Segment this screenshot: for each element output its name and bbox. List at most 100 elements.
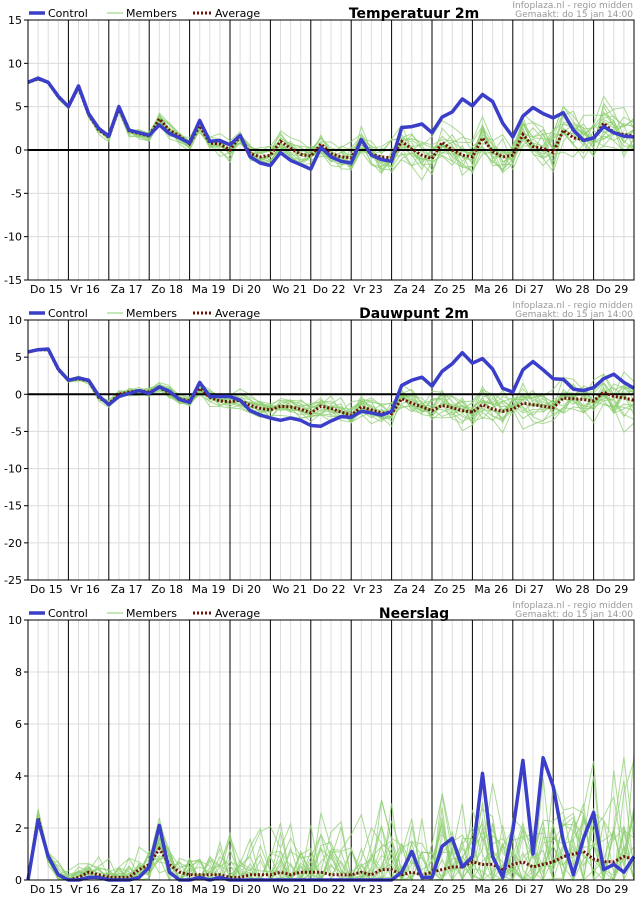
x-tick-label: Vr 16 (70, 883, 100, 896)
x-tick-label: Di 27 (515, 283, 544, 296)
y-tick-label: -15 (4, 274, 22, 287)
x-tick-label: Di 20 (232, 283, 261, 296)
y-tick-label: -20 (4, 537, 22, 550)
x-tick-label: Za 24 (394, 283, 426, 296)
x-tick-label: Ma 26 (474, 883, 508, 896)
legend-average-label: Average (215, 7, 260, 20)
x-tick-label: Ma 19 (192, 883, 226, 896)
chart-title: Dauwpunt 2m (359, 306, 469, 322)
x-tick-label: Za 17 (111, 883, 143, 896)
x-tick-label: Ma 26 (474, 283, 508, 296)
y-tick-label: -25 (4, 574, 22, 587)
y-tick-label: 15 (8, 14, 22, 27)
x-tick-label: Zo 25 (434, 583, 466, 596)
series-control-line (27, 76, 635, 171)
y-tick-label: 0 (15, 874, 22, 887)
legend-members-label: Members (126, 307, 177, 320)
legend-control-label: Control (48, 607, 88, 620)
made-text: Gemaakt: do 15 jan 14:00 (515, 610, 633, 620)
chart-dewpoint: 10 5 0 -5 -10 -15 -20 -25 Do 15 Vr 16 Za 17 Zo 18 Ma… (4, 301, 635, 596)
series-control-line (27, 347, 635, 428)
y-tick-label: 5 (15, 101, 22, 114)
y-tick-label: 5 (15, 351, 22, 364)
x-tick-label: Do 29 (596, 283, 629, 296)
chart-title: Temperatuur 2m (349, 6, 479, 22)
legend-average-label: Average (215, 607, 260, 620)
made-text: Gemaakt: do 15 jan 14:00 (515, 310, 633, 320)
legend-members-label: Members (126, 7, 177, 20)
x-tick-label: Za 24 (394, 883, 426, 896)
y-tick-label: -5 (11, 187, 22, 200)
x-tick-label: Di 20 (232, 883, 261, 896)
x-tick-label: Zo 25 (434, 283, 466, 296)
y-tick-label: 0 (15, 144, 22, 157)
x-tick-label: Do 29 (596, 883, 629, 896)
y-tick-label: 6 (15, 718, 22, 731)
x-tick-label: Zo 18 (151, 583, 183, 596)
y-tick-label: -10 (4, 463, 22, 476)
x-tick-label: Ma 19 (192, 283, 226, 296)
panel-temperature: 15 10 5 0 -5 -10 -15 Do 15 Vr 16 Za 17 Zo 18 Ma 19 D… (0, 0, 635, 300)
x-tick-label: Wo 21 (272, 583, 306, 596)
x-tick-label: Wo 21 (272, 283, 306, 296)
x-tick-label: Do 22 (313, 883, 346, 896)
y-tick-label: 0 (15, 388, 22, 401)
y-tick-label: 10 (8, 314, 22, 327)
legend-control-label: Control (48, 7, 88, 20)
panel-precipitation: 10 8 6 4 2 0 Do 15 Vr 16 Za 17 Zo 18 Ma 19 Di 20 Wo … (0, 600, 635, 900)
x-tick-label: Di 27 (515, 883, 544, 896)
x-tick-label: Di 27 (515, 583, 544, 596)
legend-members-label: Members (126, 607, 177, 620)
member-line (27, 348, 635, 434)
x-tick-label: Zo 18 (151, 883, 183, 896)
member-line (27, 757, 635, 882)
x-tick-label: Di 20 (232, 583, 261, 596)
y-tick-label: 8 (15, 666, 22, 679)
y-tick-label: 10 (8, 57, 22, 70)
y-tick-label: -5 (11, 425, 22, 438)
panel-dewpoint: 10 5 0 -5 -10 -15 -20 -25 Do 15 Vr 16 Za 17 Zo 18 Ma… (0, 300, 635, 600)
y-tick-label: 10 (8, 614, 22, 627)
x-tick-label: Wo 21 (272, 883, 306, 896)
x-tick-label: Do 15 (30, 583, 63, 596)
x-tick-label: Do 15 (30, 283, 63, 296)
x-tick-label: Do 15 (30, 883, 63, 896)
y-tick-label: 2 (15, 822, 22, 835)
x-tick-label: Do 22 (313, 283, 346, 296)
x-tick-label: Vr 23 (353, 583, 383, 596)
credit-text: Infoplaza.nl - regio midden (512, 301, 633, 311)
x-tick-label: Ma 19 (192, 583, 226, 596)
member-line (27, 348, 635, 426)
x-tick-label: Za 17 (111, 583, 143, 596)
x-tick-label: Ma 26 (474, 583, 508, 596)
member-line (27, 803, 635, 882)
x-tick-label: Wo 28 (555, 883, 589, 896)
x-tick-label: Wo 28 (555, 583, 589, 596)
plot-frame (27, 19, 635, 281)
x-tick-label: Zo 18 (151, 283, 183, 296)
x-tick-label: Vr 23 (353, 883, 383, 896)
chart-precipitation: 10 8 6 4 2 0 Do 15 Vr 16 Za 17 Zo 18 Ma 19 Di 20 Wo … (8, 601, 635, 896)
x-tick-label: Do 29 (596, 583, 629, 596)
made-text: Gemaakt: do 15 jan 14:00 (515, 10, 633, 20)
x-tick-label: Za 17 (111, 283, 143, 296)
member-line (27, 78, 635, 174)
chart-temperature: 15 10 5 0 -5 -10 -15 Do 15 Vr 16 Za 17 Zo 18 Ma 19 D… (4, 1, 635, 296)
plot-frame (27, 319, 635, 581)
x-tick-label: Vr 16 (70, 583, 100, 596)
x-tick-label: Vr 23 (353, 283, 383, 296)
chart-title: Neerslag (379, 606, 449, 622)
plot-frame (27, 619, 635, 881)
x-tick-label: Zo 25 (434, 883, 466, 896)
credit-text: Infoplaza.nl - regio midden (512, 1, 633, 11)
y-tick-label: 4 (15, 770, 22, 783)
y-tick-label: -10 (4, 231, 22, 244)
legend-average-label: Average (215, 307, 260, 320)
x-tick-label: Vr 16 (70, 283, 100, 296)
y-tick-label: -15 (4, 500, 22, 513)
credit-text: Infoplaza.nl - regio midden (512, 601, 633, 611)
x-tick-label: Wo 28 (555, 283, 589, 296)
legend-control-label: Control (48, 307, 88, 320)
x-tick-label: Za 24 (394, 583, 426, 596)
x-tick-label: Do 22 (313, 583, 346, 596)
